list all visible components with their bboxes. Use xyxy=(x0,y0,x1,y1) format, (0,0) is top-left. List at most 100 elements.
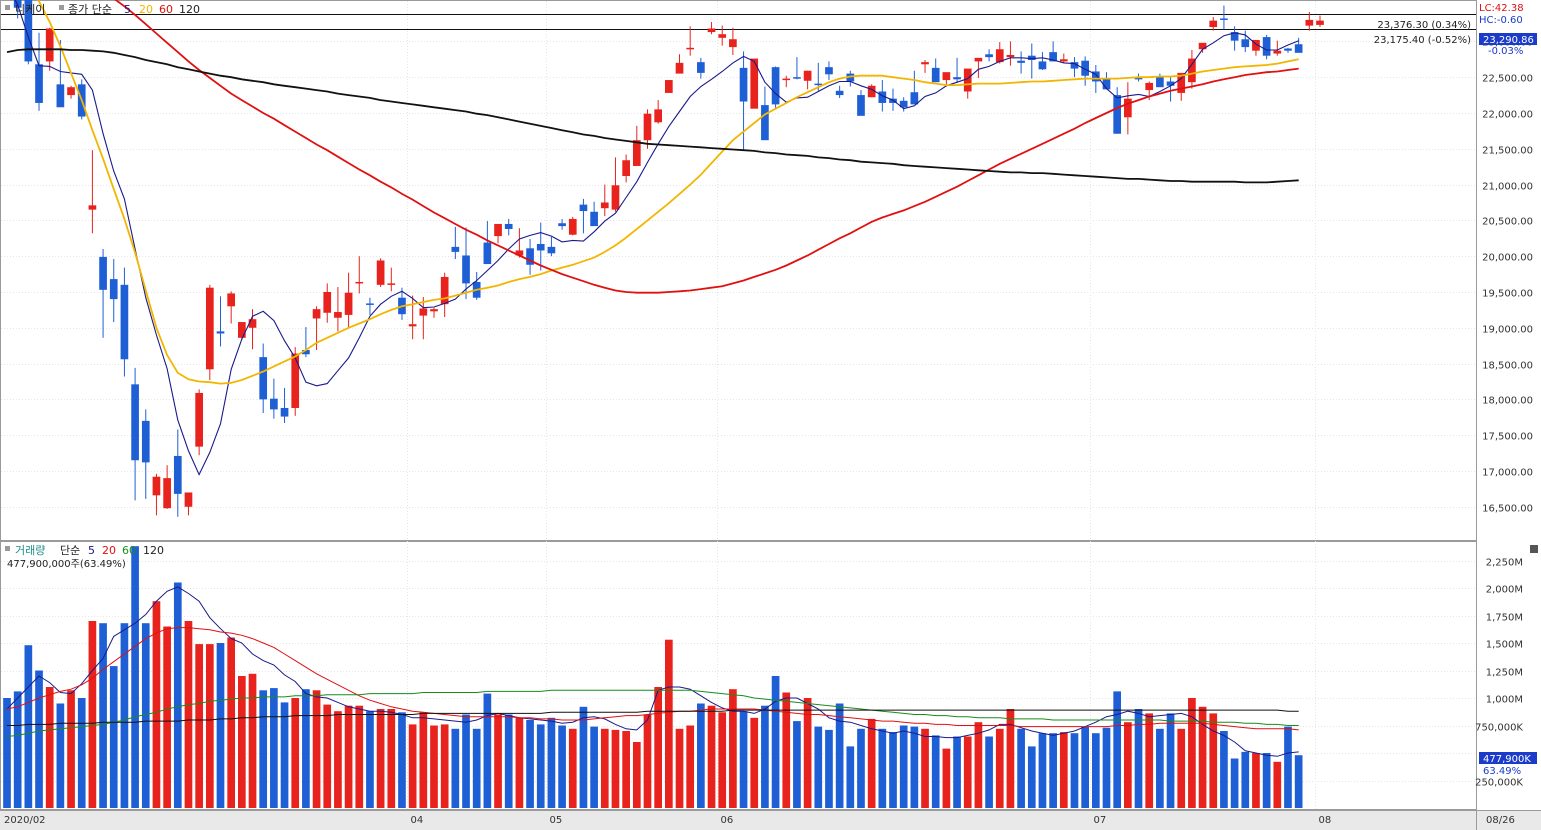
volume-bar xyxy=(440,724,449,808)
volume-bar xyxy=(451,728,460,808)
price-tick-label: 18,000.00 xyxy=(1482,396,1533,407)
volume-bar xyxy=(558,725,566,808)
volume-bar xyxy=(761,705,769,808)
candle-body xyxy=(697,62,705,73)
candle-body xyxy=(1049,52,1057,62)
candle-body xyxy=(259,357,268,400)
date-tick-label: 06 xyxy=(721,815,734,826)
volume-bar xyxy=(1252,753,1260,808)
candle-body xyxy=(579,204,588,212)
candle-body xyxy=(430,309,438,312)
volume-bar xyxy=(835,703,844,808)
price-tick-label: 17,500.00 xyxy=(1482,432,1533,443)
volume-bars xyxy=(3,546,1303,808)
volume-menu-icon[interactable] xyxy=(5,546,10,551)
candle-body xyxy=(707,28,716,33)
change-label: -0.03% xyxy=(1488,46,1523,57)
date-tick-label: 05 xyxy=(550,815,563,826)
volume-bar xyxy=(1081,726,1089,808)
volume-title: 거래량 xyxy=(15,544,45,557)
price-tick-label: 18,500.00 xyxy=(1482,361,1533,372)
candle-body xyxy=(323,291,332,313)
volume-bar xyxy=(1177,728,1186,808)
candle-body xyxy=(1284,48,1292,51)
volume-bar xyxy=(205,644,214,808)
candle-body xyxy=(846,73,855,82)
volume-bar xyxy=(1049,733,1057,808)
volume-bar xyxy=(462,714,470,808)
lc-label: LC:42.38 xyxy=(1479,3,1524,14)
candle-body xyxy=(494,223,502,237)
volume-bar xyxy=(141,623,150,808)
volume-ma-line-60 xyxy=(6,689,1299,737)
price-ma-5: 5 xyxy=(124,3,131,16)
panel-menu-icon[interactable] xyxy=(5,5,10,10)
volume-bar xyxy=(173,582,182,808)
current-volume-label: 477,900K xyxy=(1483,754,1531,765)
volume-bar xyxy=(1241,751,1250,808)
candle-body xyxy=(1294,44,1303,53)
volume-bar xyxy=(184,621,193,808)
candle-body xyxy=(590,211,598,227)
candle-body xyxy=(622,160,630,176)
volume-bar xyxy=(483,693,492,808)
volume-bar xyxy=(1198,706,1207,808)
candle-body xyxy=(1241,39,1250,48)
volume-bar xyxy=(526,720,534,808)
volume-bar xyxy=(697,703,705,808)
volume-bar xyxy=(568,728,577,808)
volume-bar xyxy=(334,711,342,808)
volume-bar xyxy=(632,742,641,808)
volume-ma-5: 5 xyxy=(88,544,95,557)
volume-bar xyxy=(921,728,929,808)
volume-tick-label: 2,000M xyxy=(1486,585,1523,596)
price-ma-line-60 xyxy=(114,0,1299,294)
volume-tick-label: 1,750M xyxy=(1486,613,1523,624)
volume-bar xyxy=(376,709,385,808)
candle-body xyxy=(334,312,342,318)
x-axis-area xyxy=(0,810,1541,830)
volume-bar xyxy=(643,714,652,808)
candle-body xyxy=(878,91,887,103)
volume-bar xyxy=(77,698,86,808)
price-tick-label: 19,000.00 xyxy=(1482,325,1533,336)
candle-body xyxy=(718,34,727,38)
candle-body xyxy=(985,54,993,58)
candle-body xyxy=(611,185,620,210)
volume-bar xyxy=(600,728,609,808)
price-tick-label: 19,500.00 xyxy=(1482,289,1533,300)
volume-bar xyxy=(45,687,54,808)
candle-body xyxy=(600,202,609,209)
candle-body xyxy=(1166,81,1175,86)
candle-body xyxy=(1102,79,1111,90)
volume-tick-label: 2,250M xyxy=(1486,558,1523,569)
volume-bar xyxy=(942,748,951,808)
volume-bar xyxy=(13,691,22,808)
panel-close-icon[interactable] xyxy=(1530,545,1538,553)
candle-body xyxy=(664,80,673,93)
volume-bar xyxy=(750,717,759,808)
volume-bar xyxy=(1027,746,1036,808)
candle-body xyxy=(526,248,534,265)
volume-bar xyxy=(387,709,396,808)
candle-body xyxy=(152,476,161,496)
ma-menu-icon[interactable] xyxy=(59,5,64,10)
candle-body xyxy=(408,324,417,327)
volume-bar xyxy=(120,623,129,808)
candle-body xyxy=(56,84,65,108)
candle-body xyxy=(1252,39,1260,51)
volume-bar xyxy=(622,731,630,808)
volume-bar xyxy=(344,705,353,808)
volume-bar xyxy=(739,711,748,808)
volume-bar xyxy=(259,690,268,808)
volume-ma-60: 60 xyxy=(122,544,136,557)
right-axis-area xyxy=(1477,0,1541,810)
candle-body xyxy=(1134,77,1143,80)
volume-bar xyxy=(547,717,556,808)
volume-ma-20: 20 xyxy=(102,544,116,557)
volume-bar xyxy=(1284,726,1292,808)
candle-body xyxy=(750,58,759,109)
candle-body xyxy=(558,223,566,227)
volume-bar xyxy=(1209,713,1218,808)
